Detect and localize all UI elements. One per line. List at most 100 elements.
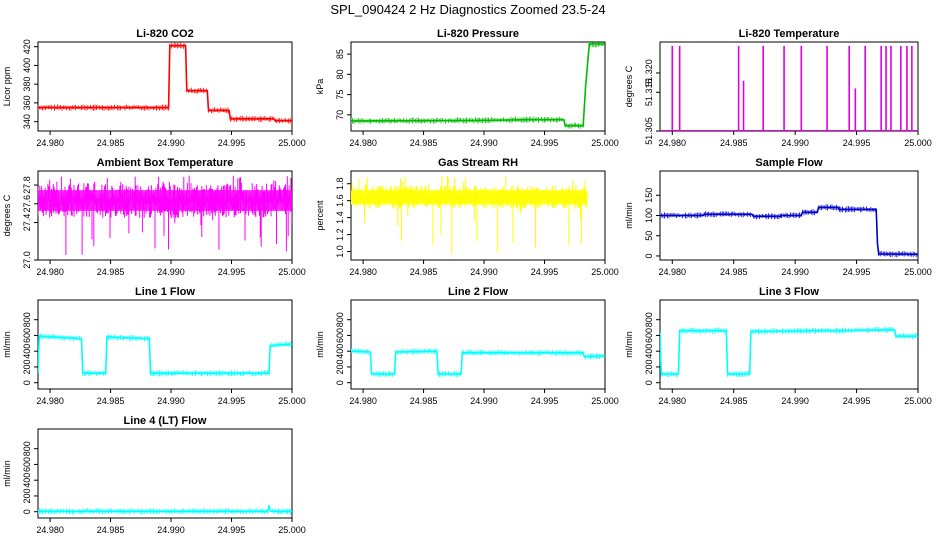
series-line: [660, 329, 918, 375]
y-tick-label: 200: [22, 488, 32, 503]
y-tick-label: 85: [335, 49, 345, 59]
y-tick-label: 400: [644, 344, 654, 359]
y-tick-label: 0: [335, 380, 345, 385]
y-tick-label: 150: [644, 188, 654, 203]
plot-area: [38, 42, 292, 124]
y-tick-label: 1.8: [335, 177, 345, 190]
x-tick-label: 24.980: [36, 396, 64, 406]
x-tick-label: 24.980: [36, 267, 64, 277]
series-band-core: [351, 190, 587, 205]
y-tick-label: 600: [22, 457, 32, 472]
chart-panel-9: Line 3 Flow ml/min 24.980 24.985 24.990 24.99…: [624, 286, 932, 406]
x-tick-label: 24.985: [720, 267, 748, 277]
x-tick-label: 24.985: [97, 138, 125, 148]
y-tick-label: 0: [644, 380, 654, 385]
x-tick-label: 24.980: [36, 138, 64, 148]
y-tick-label: 51.305: [644, 117, 654, 145]
y-tick-label: 27.0: [22, 251, 32, 269]
x-tick-label: 24.995: [218, 396, 246, 406]
y-tick-label: 27.4: [22, 214, 32, 232]
plot-frame: [37, 428, 293, 519]
y-tick-label: 420: [22, 39, 32, 54]
plot-frame: [37, 41, 293, 132]
plot-frame: [659, 299, 919, 390]
x-tick-label: 25.000: [278, 267, 306, 277]
x-tick-label: 24.985: [410, 267, 438, 277]
x-tick-label: 24.990: [470, 138, 498, 148]
y-tick-label: 1.6: [335, 194, 345, 207]
y-axis-label: degrees C: [624, 65, 634, 107]
x-tick-label: 24.995: [843, 138, 871, 148]
series-band: [351, 175, 588, 254]
y-tick-label: 80: [335, 69, 345, 79]
series-noise: [351, 42, 605, 129]
x-tick-label: 24.985: [97, 525, 125, 535]
y-tick-label: 400: [22, 344, 32, 359]
x-tick-label: 25.000: [278, 396, 306, 406]
series-band-core: [38, 190, 292, 211]
x-tick-label: 24.990: [781, 396, 809, 406]
x-tick-label: 24.995: [843, 267, 871, 277]
y-tick-label: 380: [22, 77, 32, 92]
figure-title: SPL_090424 2 Hz Diagnostics Zoomed 23.5-…: [330, 2, 606, 17]
y-tick-label: 1.0: [335, 245, 345, 258]
x-tick-label: 24.990: [157, 267, 185, 277]
plot-area: [351, 175, 588, 254]
x-tick-label: 24.990: [470, 267, 498, 277]
y-tick-label: 1.2: [335, 228, 345, 241]
chart-title: Sample Flow: [755, 157, 823, 169]
y-tick-label: 0: [22, 509, 32, 514]
x-tick-label: 24.990: [157, 396, 185, 406]
x-tick-label: 24.990: [157, 138, 185, 148]
x-tick-label: 24.985: [97, 267, 125, 277]
y-tick-label: 360: [22, 95, 32, 110]
plot-area: [38, 175, 292, 255]
plot-area: [660, 326, 918, 378]
x-tick-label: 24.995: [843, 396, 871, 406]
x-tick-label: 24.980: [659, 138, 687, 148]
y-tick-label: 800: [335, 312, 345, 327]
x-tick-label: 24.995: [218, 525, 246, 535]
y-tick-label: 0: [644, 253, 654, 258]
chart-panel-5: Gas Stream RH percent 24.980 24.985 24.990 24…: [315, 157, 619, 277]
x-tick-label: 24.985: [97, 396, 125, 406]
series-noise: [660, 204, 918, 258]
x-tick-label: 24.980: [659, 267, 687, 277]
x-tick-label: 24.990: [470, 396, 498, 406]
chart-panel-8: Line 2 Flow ml/min 24.980 24.985 24.990 24.99…: [315, 286, 619, 406]
x-tick-label: 25.000: [591, 138, 619, 148]
series-line: [38, 335, 292, 375]
plot-area: [351, 348, 605, 378]
y-axis-label: ml/min: [2, 460, 12, 487]
series-noise: [38, 508, 291, 515]
plot-area: [38, 333, 292, 377]
y-tick-label: 75: [335, 90, 345, 100]
x-tick-label: 25.000: [591, 267, 619, 277]
series-line: [38, 44, 292, 122]
plot-frame: [350, 299, 606, 390]
chart-title: Li-820 Temperature: [739, 28, 840, 40]
chart-panel-4: Ambient Box Temperature degrees C 24.980 24…: [2, 157, 306, 277]
chart-title: Li-820 CO2: [136, 28, 193, 40]
x-tick-label: 24.995: [218, 138, 246, 148]
x-tick-label: 24.990: [781, 267, 809, 277]
y-axis-label: percent: [315, 200, 325, 231]
y-tick-label: 340: [22, 114, 32, 129]
x-tick-label: 25.000: [904, 396, 932, 406]
chart-title: Line 3 Flow: [759, 286, 819, 298]
y-tick-label: 800: [644, 312, 654, 327]
chart-panel-1: Li-820 CO2 Licor ppm 24.980 24.985 24.990 24.…: [2, 28, 306, 148]
y-axis-label: ml/min: [624, 202, 634, 229]
x-tick-label: 24.980: [349, 267, 377, 277]
chart-panel-10: Line 4 (LT) Flow ml/min 24.980 24.985 24.990…: [2, 415, 306, 535]
y-tick-label: 100: [644, 208, 654, 223]
x-tick-label: 25.000: [591, 396, 619, 406]
y-tick-label: 70: [335, 110, 345, 120]
x-tick-label: 24.980: [349, 138, 377, 148]
x-tick-label: 24.985: [720, 396, 748, 406]
y-tick-label: 50: [644, 231, 654, 241]
y-tick-label: 200: [22, 359, 32, 374]
x-tick-label: 25.000: [278, 525, 306, 535]
